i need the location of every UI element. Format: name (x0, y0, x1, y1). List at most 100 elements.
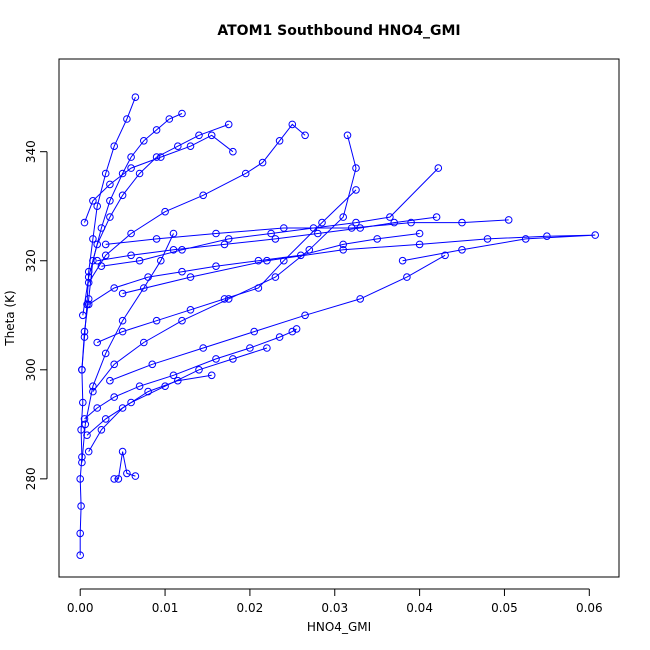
data-point (254, 256, 263, 265)
data-point (250, 327, 258, 336)
y-tick-label: 300 (24, 358, 38, 381)
data-point (93, 404, 101, 412)
data-point (207, 131, 216, 140)
data-series (93, 213, 441, 265)
data-point (207, 371, 216, 380)
data-point (267, 229, 275, 238)
series-line (97, 216, 437, 262)
data-point (144, 387, 152, 396)
x-tick-label: 0.02 (237, 601, 264, 615)
data-point (118, 404, 127, 412)
series-line (122, 234, 596, 294)
data-point (110, 393, 118, 401)
data-series (79, 120, 233, 320)
data-point (441, 251, 449, 260)
data-point (118, 289, 127, 298)
data-point (101, 240, 110, 249)
data-series (84, 371, 216, 456)
data-point (352, 164, 360, 172)
data-point (212, 229, 220, 238)
data-point (76, 475, 84, 483)
data-point (127, 251, 135, 260)
data-point (101, 251, 110, 260)
data-point (110, 360, 118, 369)
data-point (101, 169, 110, 178)
data-point (80, 327, 89, 336)
data-point (229, 147, 237, 156)
data-point (195, 366, 203, 374)
data-point (280, 256, 288, 265)
data-point (106, 376, 114, 385)
data-point (504, 216, 513, 224)
data-series (84, 120, 309, 287)
data-point (118, 447, 127, 456)
data-point (212, 355, 220, 363)
data-point (127, 229, 135, 238)
data-series (106, 251, 449, 385)
data-point (80, 415, 89, 423)
data-point (199, 344, 207, 352)
data-point (77, 502, 85, 510)
series-line (82, 123, 229, 316)
data-point (93, 202, 101, 210)
data-point (415, 240, 424, 249)
data-point (314, 229, 322, 238)
data-point (131, 93, 140, 101)
data-series (80, 131, 237, 227)
data-point (309, 224, 318, 232)
data-series (101, 216, 513, 249)
data-point (152, 316, 161, 325)
data-point (390, 218, 399, 227)
data-point (186, 142, 195, 150)
data-point (161, 207, 169, 216)
data-point (83, 431, 91, 440)
data-point (80, 218, 89, 227)
data-point (178, 267, 186, 276)
data-point (118, 327, 127, 336)
x-tick-label: 0.05 (491, 601, 518, 615)
series-line (97, 189, 357, 343)
data-point (106, 197, 114, 205)
data-point (301, 131, 309, 140)
data-point (220, 240, 229, 249)
data-point (229, 355, 237, 363)
series-line (92, 135, 357, 392)
series-line (88, 123, 306, 283)
data-point (140, 137, 148, 145)
data-point (123, 115, 131, 123)
data-point (178, 246, 186, 254)
data-series (110, 447, 140, 483)
series-line (88, 374, 212, 452)
data-point (79, 398, 87, 407)
data-point (280, 224, 288, 232)
data-point (118, 191, 127, 200)
data-point (157, 256, 165, 265)
data-point (186, 306, 195, 314)
data-point (135, 169, 144, 178)
series-layer (76, 93, 600, 560)
data-point (258, 158, 267, 167)
data-point (89, 256, 97, 265)
data-point (89, 382, 97, 391)
data-point (114, 475, 123, 483)
data-point (84, 300, 93, 309)
y-tick-label: 340 (24, 140, 38, 163)
data-point (178, 316, 186, 325)
data-point (127, 164, 135, 172)
data-series (89, 131, 360, 396)
data-point (195, 131, 203, 140)
data-point (140, 284, 148, 292)
data-point (178, 109, 186, 118)
data-point (292, 325, 301, 333)
data-point (591, 231, 600, 239)
data-point (157, 153, 165, 161)
data-point (127, 153, 135, 161)
data-point (97, 426, 106, 434)
data-point (76, 529, 84, 538)
x-axis: 0.00 0.01 0.02 0.03 0.04 0.05 0.06 (67, 588, 603, 615)
data-point (152, 235, 161, 243)
data-point (521, 235, 530, 243)
x-tick-label: 0.03 (321, 601, 348, 615)
data-point (106, 180, 114, 189)
data-point (343, 131, 352, 140)
